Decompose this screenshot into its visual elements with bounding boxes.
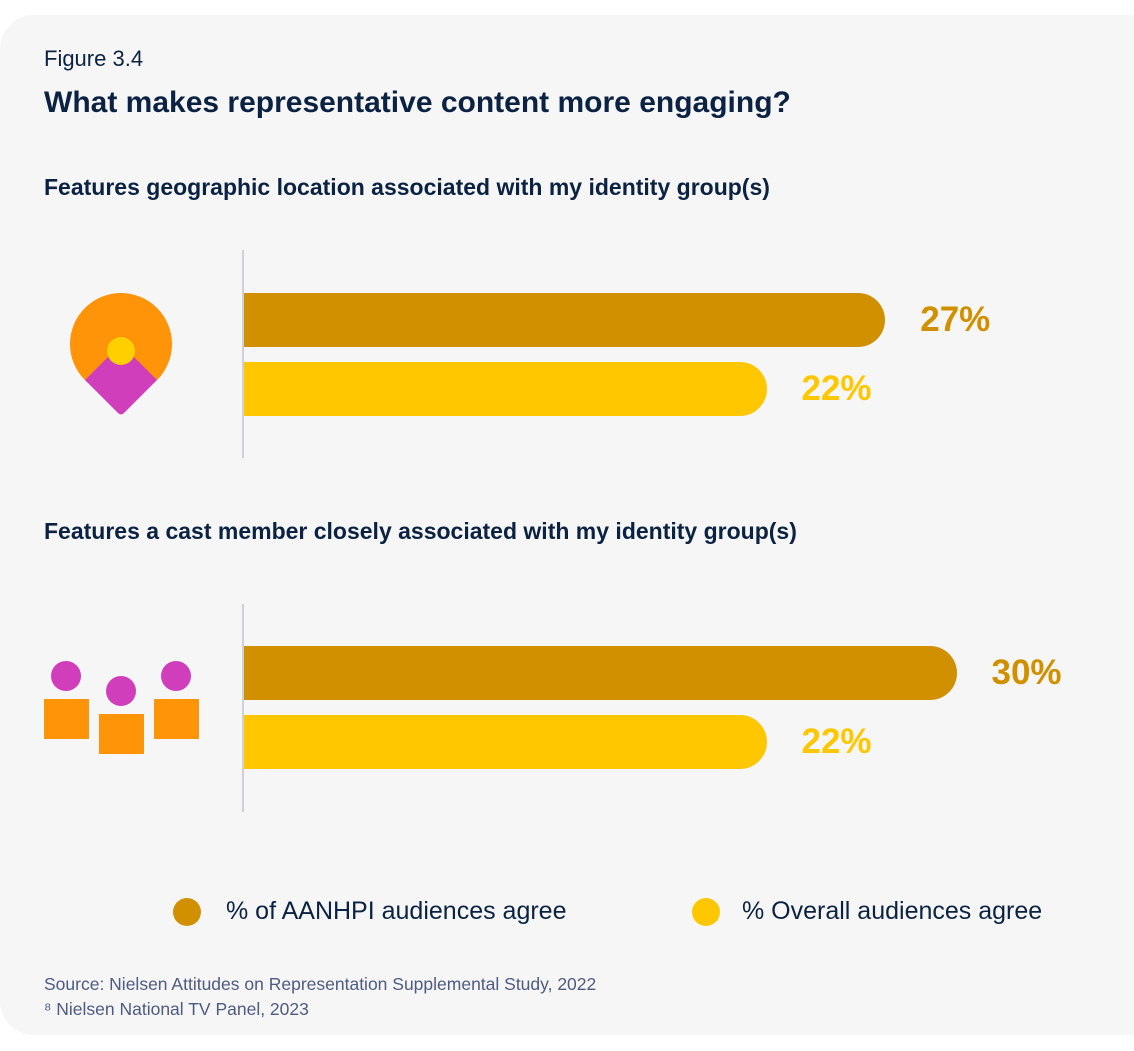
legend-label-overall: % Overall audiences agree [742,897,1043,925]
bar-aanhpi-2 [244,646,957,700]
chart-title: What makes representative content more e… [44,86,791,119]
footnote: ⁸ Nielsen National TV Panel, 2023 [44,999,309,1019]
people-group-icon [44,661,199,754]
category-label-1: Features geographic location associated … [44,174,770,200]
legend-swatch-overall [692,898,720,926]
source-note: Source: Nielsen Attitudes on Representat… [44,974,597,994]
data-label-aanhpi-2: 30% [991,653,1062,692]
figure-label: Figure 3.4 [44,46,144,71]
legend-label-aanhpi: % of AANHPI audiences agree [226,897,567,925]
bar-overall-2 [244,715,767,769]
category-label-2: Features a cast member closely associate… [44,518,797,544]
bar-aanhpi-1 [244,293,886,347]
legend-swatch-aanhpi [173,898,201,926]
data-label-overall-2: 22% [801,722,872,761]
axis-line-1 [242,250,244,458]
data-label-overall-1: 22% [801,369,872,408]
data-label-aanhpi-1: 27% [920,300,991,339]
axis-line-2 [242,604,244,812]
figure-card [0,15,1134,1035]
location-pin-icon [70,293,172,415]
bar-overall-1 [244,362,767,416]
